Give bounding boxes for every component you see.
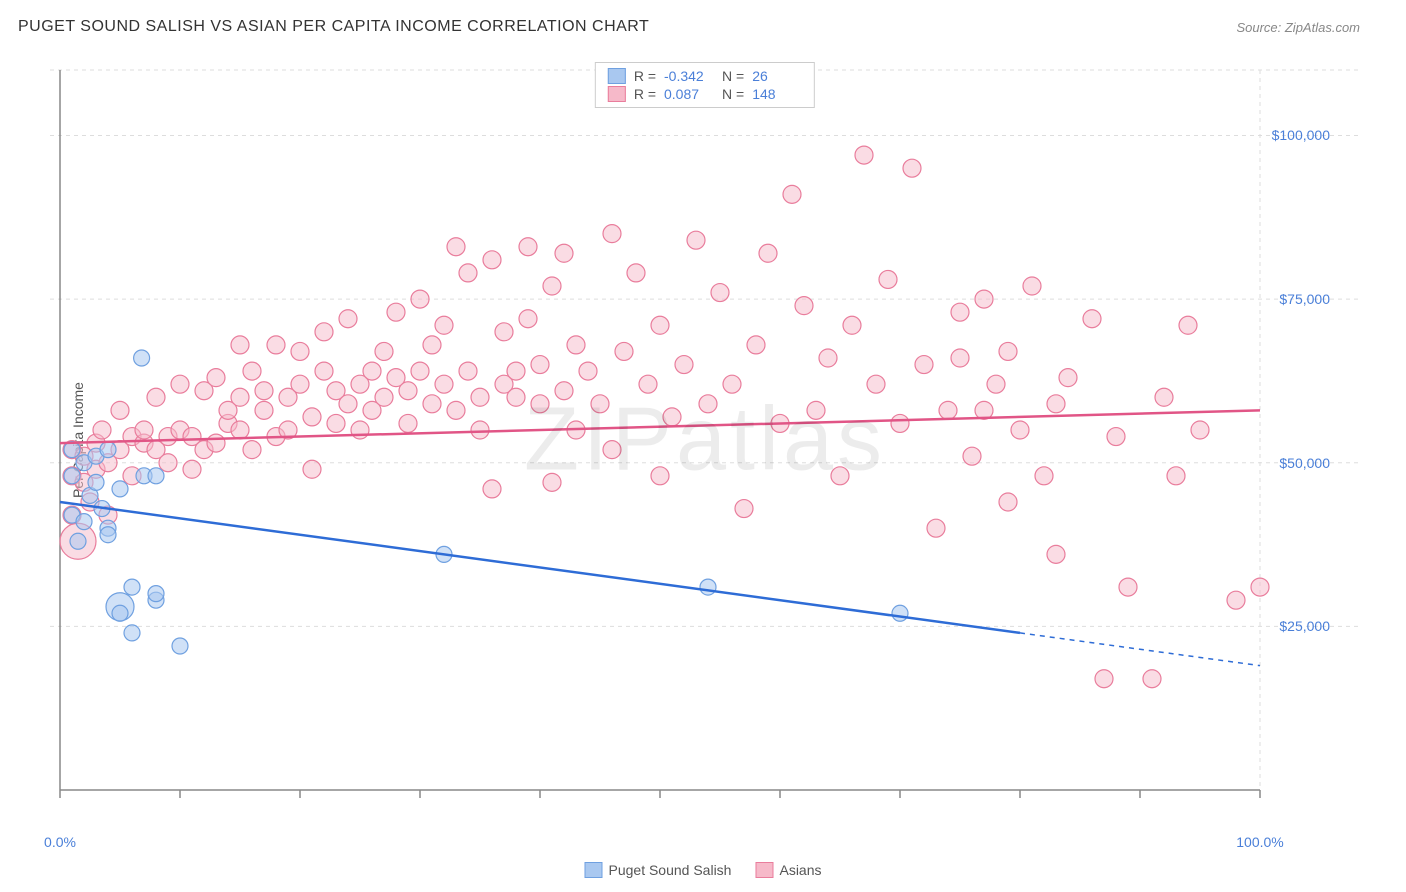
y-tick-label: $100,000 bbox=[1272, 127, 1330, 143]
stats-row-asians: R = 0.087 N = 148 bbox=[608, 85, 802, 103]
x-tick-label: 0.0% bbox=[44, 834, 76, 850]
source-attribution: Source: ZipAtlas.com bbox=[1236, 20, 1360, 35]
r-label: R = bbox=[634, 68, 656, 84]
y-tick-label: $25,000 bbox=[1279, 618, 1330, 634]
y-tick-label: $75,000 bbox=[1279, 291, 1330, 307]
n-label: N = bbox=[722, 68, 744, 84]
r-label: R = bbox=[634, 86, 656, 102]
swatch-asians bbox=[608, 86, 626, 102]
n-value-salish: 26 bbox=[752, 68, 802, 84]
legend-label-salish: Puget Sound Salish bbox=[608, 862, 731, 878]
stats-row-salish: R = -0.342 N = 26 bbox=[608, 67, 802, 85]
chart-area: Per Capita Income ZIPatlas R = -0.342 N … bbox=[50, 60, 1360, 820]
legend-label-asians: Asians bbox=[779, 862, 821, 878]
x-tick-label: 100.0% bbox=[1236, 834, 1283, 850]
correlation-stats-box: R = -0.342 N = 26 R = 0.087 N = 148 bbox=[595, 62, 815, 108]
legend-item-asians: Asians bbox=[755, 862, 821, 878]
r-value-asians: 0.087 bbox=[664, 86, 714, 102]
legend: Puget Sound Salish Asians bbox=[584, 862, 821, 878]
n-value-asians: 148 bbox=[752, 86, 802, 102]
legend-item-salish: Puget Sound Salish bbox=[584, 862, 731, 878]
r-value-salish: -0.342 bbox=[664, 68, 714, 84]
scatter-plot bbox=[50, 60, 1360, 820]
swatch-salish bbox=[608, 68, 626, 84]
y-tick-label: $50,000 bbox=[1279, 455, 1330, 471]
n-label: N = bbox=[722, 86, 744, 102]
legend-swatch-asians bbox=[755, 862, 773, 878]
legend-swatch-salish bbox=[584, 862, 602, 878]
chart-title: PUGET SOUND SALISH VS ASIAN PER CAPITA I… bbox=[18, 18, 649, 36]
